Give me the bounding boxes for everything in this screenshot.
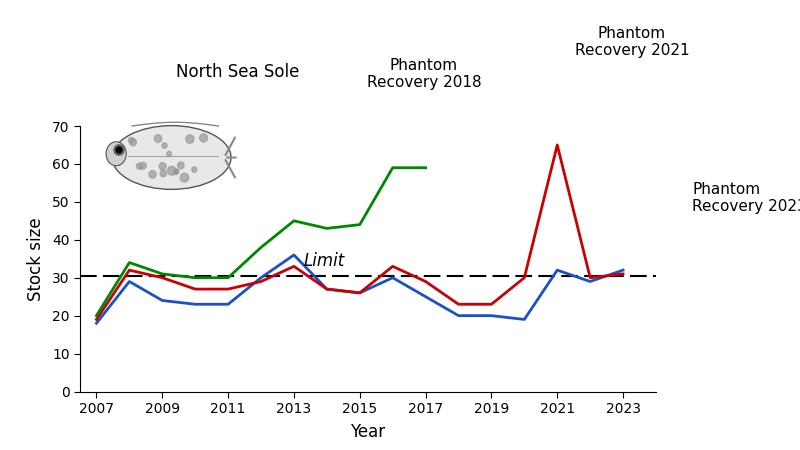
Ellipse shape: [112, 126, 231, 189]
Circle shape: [192, 167, 197, 172]
Circle shape: [174, 169, 178, 175]
Circle shape: [160, 170, 166, 177]
Circle shape: [159, 162, 166, 170]
Text: Phantom
Recovery 2023 ??: Phantom Recovery 2023 ??: [692, 182, 800, 214]
Circle shape: [186, 135, 194, 143]
Text: North Sea Sole: North Sea Sole: [176, 63, 299, 81]
Circle shape: [180, 173, 189, 182]
FancyArrowPatch shape: [226, 137, 235, 155]
Circle shape: [154, 135, 162, 143]
FancyArrowPatch shape: [226, 160, 235, 178]
Circle shape: [178, 162, 184, 169]
Ellipse shape: [106, 142, 126, 166]
Circle shape: [137, 163, 142, 169]
Circle shape: [174, 169, 179, 174]
Circle shape: [167, 151, 171, 156]
Circle shape: [114, 145, 124, 155]
Y-axis label: Stock size: Stock size: [27, 217, 45, 301]
Circle shape: [149, 171, 156, 178]
Text: Phantom
Recovery 2018: Phantom Recovery 2018: [366, 58, 482, 90]
Circle shape: [162, 143, 167, 148]
X-axis label: Year: Year: [350, 423, 386, 441]
Circle shape: [116, 147, 122, 153]
Circle shape: [200, 134, 207, 142]
Text: Limit: Limit: [304, 252, 345, 270]
Text: Phantom
Recovery 2021: Phantom Recovery 2021: [574, 26, 690, 59]
Circle shape: [129, 138, 134, 143]
Circle shape: [130, 139, 137, 146]
Circle shape: [167, 166, 176, 175]
Circle shape: [140, 162, 146, 169]
